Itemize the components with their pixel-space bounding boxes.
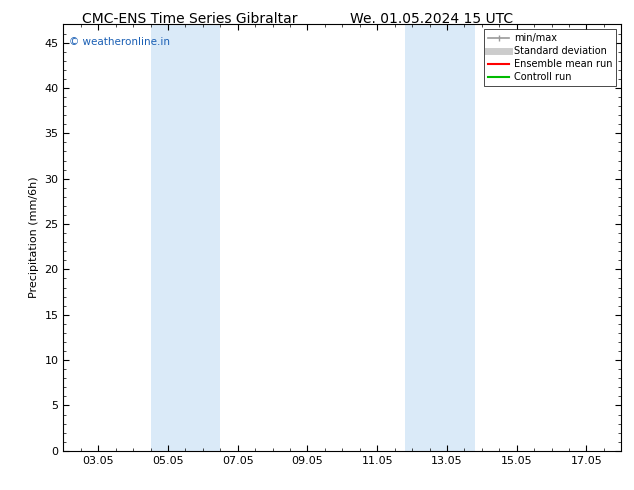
Bar <box>150 24 221 451</box>
Text: CMC-ENS Time Series Gibraltar: CMC-ENS Time Series Gibraltar <box>82 12 298 26</box>
Y-axis label: Precipitation (mm/6h): Precipitation (mm/6h) <box>29 177 39 298</box>
Text: We. 01.05.2024 15 UTC: We. 01.05.2024 15 UTC <box>349 12 513 26</box>
Legend: min/max, Standard deviation, Ensemble mean run, Controll run: min/max, Standard deviation, Ensemble me… <box>484 29 616 86</box>
Text: © weatheronline.in: © weatheronline.in <box>69 37 170 48</box>
Bar <box>405 24 475 451</box>
